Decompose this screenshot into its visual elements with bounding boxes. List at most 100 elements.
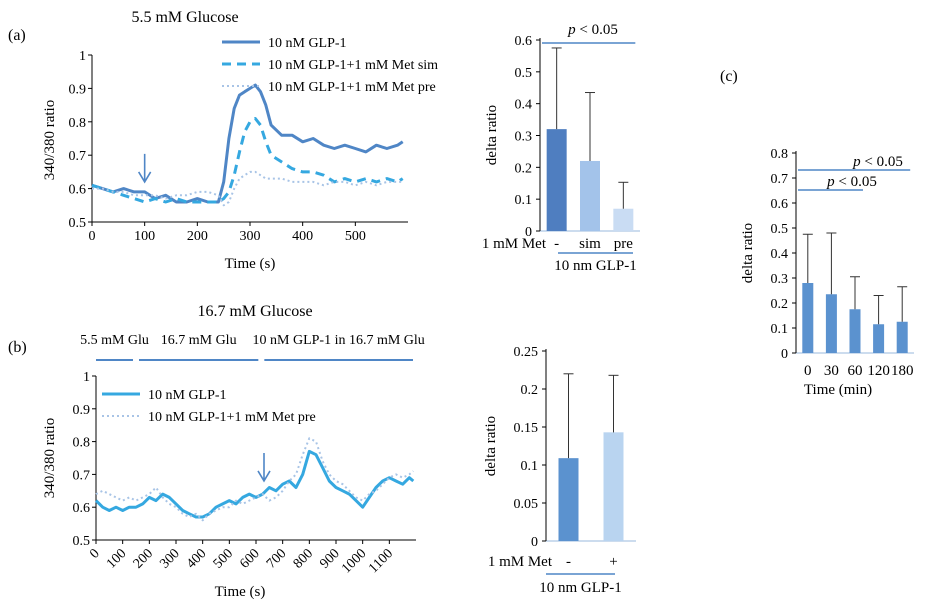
y-tick-label: 0.1 [515,193,533,208]
y-axis-label: delta ratio [484,105,500,165]
y-axis-label: delta ratio [483,416,499,476]
y-tick-label: 0.6 [515,34,533,49]
series-line [91,117,404,204]
bar [546,129,567,231]
chart-b-bar: 0 0.05 0.1 0.15 0.2 0.25 delta ratio - +1 mM Met… [483,345,636,596]
y-tick-label: 0.1 [771,322,789,337]
x-axis-label: Time (s) [225,256,276,272]
bar [802,283,814,353]
y-tick-label: 0.3 [515,130,533,145]
legend-label: 10 nM GLP-1+1 mM Met pre [268,80,436,95]
x-tick-label: 400 [292,229,313,244]
significance-label: p < 0.05 [567,22,618,38]
x-axis-label: Time (min) [804,382,872,398]
y-axis-label: delta ratio [740,223,756,283]
y-tick-label: 0.8 [771,147,789,162]
phase-label: 5.5 mM Glu [80,333,149,348]
y-tick-label: 0.8 [73,436,91,451]
chart-title: 5.5 mM Glucose [131,9,238,26]
x-axis-label: Time (s) [215,584,266,600]
bar [580,160,600,231]
category-label: 30 [824,363,839,379]
row-label: 1 mM Met [482,236,547,252]
legend-label: 10 nM GLP-1 [268,36,347,51]
bar [873,324,885,353]
y-tick-label: 0 [525,225,532,240]
legend-label: 10 nM GLP-1+1 mM Met sim [268,58,438,73]
chart-c-bar: 0 0.1 0.2 0.3 0.4 0.5 0.6 0.7 0.8 delta ratio 0 30 6… [740,147,914,398]
y-tick-label: 0 [531,535,538,550]
series-line [92,170,403,207]
x-tick-label: 0 [89,229,96,244]
row-label: 1 mM Met [488,554,553,570]
y-tick-label: 0.05 [514,497,539,512]
y-tick-label: 0.2 [521,383,539,398]
category-label: - [566,554,571,570]
x-tick-label: 400 [184,546,209,571]
bar [613,208,634,231]
y-tick-label: 0.1 [521,459,539,474]
category-label: - [554,236,559,252]
panel-label-c: (c) [720,68,738,85]
x-tick-label: 900 [317,546,342,571]
chart-a-bar: 0 0.1 0.2 0.3 0.4 0.5 0.6 delta ratio - sim pre 1 m… [482,22,640,274]
group-label: 10 nm GLP-1 [539,580,622,596]
y-tick-label: 0.4 [771,247,789,262]
y-axis-label: 340/380 ratio [42,100,58,180]
x-tick-label: 1100 [366,546,396,576]
y-tick-label: 0.5 [69,216,87,231]
y-tick-label: 0.4 [515,98,533,113]
category-label: 0 [804,363,812,379]
category-label: 180 [891,363,914,379]
chart-b-line: 16.7 mM Glucose 0.5 0.6 0.7 0.8 0.9 1 0 100 200 30… [42,303,425,600]
bar [558,458,579,541]
y-tick-label: 0.7 [771,172,789,187]
x-tick-label: 1000 [339,546,369,576]
x-tick-label: 500 [345,229,366,244]
panel-label-b: (b) [8,339,27,356]
x-tick-label: 300 [240,229,261,244]
category-label: 120 [867,363,890,379]
category-label: + [609,554,617,570]
y-tick-label: 0.2 [771,297,789,312]
significance-label: p < 0.05 [826,174,877,190]
x-tick-label: 700 [264,546,289,571]
x-tick-label: 200 [187,229,208,244]
y-tick-label: 0.6 [771,197,789,212]
phase-label: 16.7 mM Glu [161,333,237,348]
significance-label: p < 0.05 [852,154,903,170]
arrow-annotation [257,452,271,483]
panel-label-a: (a) [8,27,26,44]
x-tick-label: 500 [211,546,236,571]
arrow-annotation [137,153,152,184]
x-tick-label: 0 [87,546,103,562]
x-tick-label: 200 [131,546,156,571]
y-tick-label: 0.5 [73,534,91,549]
category-label: sim [579,236,601,252]
y-tick-label: 0.5 [515,66,533,81]
y-tick-label: 1 [83,370,90,385]
x-tick-label: 800 [291,546,316,571]
category-label: pre [614,236,633,252]
y-tick-label: 0.6 [73,501,91,516]
series-line [94,449,415,519]
legend-label: 10 nM GLP-1+1 mM Met pre [148,410,316,425]
x-tick-label: 100 [104,546,129,571]
y-tick-label: 0.7 [73,468,91,483]
x-tick-label: 300 [157,546,182,571]
y-tick-label: 0.9 [69,82,87,97]
series-line [95,437,414,522]
y-tick-label: 1 [79,49,86,64]
y-tick-label: 0.2 [515,161,533,176]
phase-label: 10 nM GLP-1 in 16.7 mM Glu [253,333,425,348]
x-tick-label: 600 [237,546,262,571]
chart-a-line: 5.5 mM Glucose 0.5 0.6 0.7 0.8 0.9 1 0 100 200 300… [42,9,438,272]
y-tick-label: 0 [781,347,788,362]
x-tick-label: 100 [134,229,155,244]
y-tick-label: 0.15 [514,421,539,436]
bar [603,432,624,541]
bar [825,294,837,353]
y-axis-label: 340/380 ratio [42,418,58,498]
y-tick-label: 0.6 [69,183,87,198]
